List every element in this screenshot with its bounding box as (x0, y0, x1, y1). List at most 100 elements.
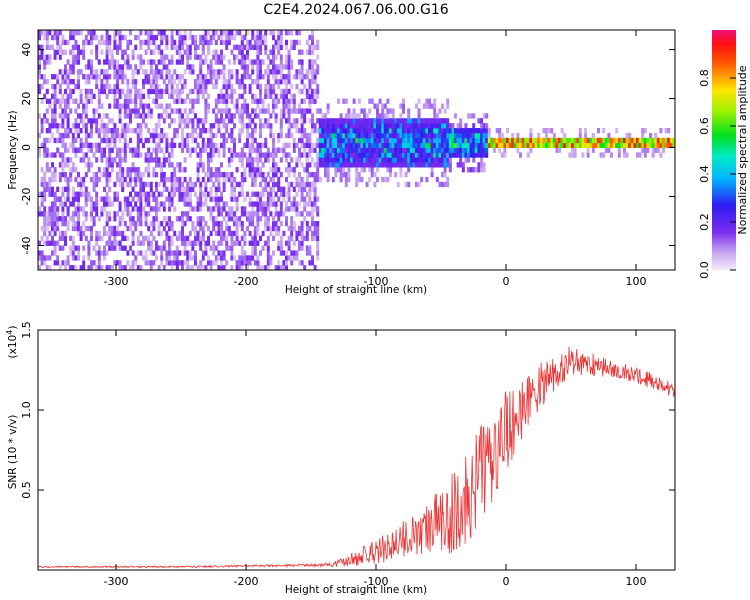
heatmap-cell (324, 132, 327, 139)
heatmap-cell (246, 142, 249, 148)
heatmap-cell (165, 44, 169, 50)
heatmap-cell (69, 79, 73, 85)
heatmap-cell (178, 88, 182, 95)
x-tick-label: -200 (234, 575, 259, 588)
heatmap-cell (342, 128, 346, 134)
heatmap-cell (378, 132, 382, 139)
heatmap-cell (251, 59, 255, 65)
heatmap-cell (607, 142, 611, 148)
heatmap-cell (243, 152, 247, 158)
heatmap-cell (209, 216, 213, 222)
heatmap-cell (402, 118, 405, 124)
heatmap-cell (311, 211, 314, 217)
heatmap-cell (290, 206, 294, 212)
heatmap-cell (233, 221, 236, 227)
heatmap-cell (256, 64, 260, 70)
heatmap-cell (64, 64, 67, 70)
heatmap-cell (638, 152, 642, 158)
heatmap-cell (105, 123, 109, 129)
heatmap-cell (669, 142, 673, 148)
heatmap-cell (386, 162, 390, 168)
heatmap-cell (282, 196, 286, 202)
heatmap-cell (191, 181, 195, 188)
heatmap-cell (191, 64, 195, 70)
heatmap-cell (355, 123, 359, 129)
heatmap-cell (220, 39, 223, 46)
heatmap-cell (311, 49, 314, 55)
heatmap-cell (222, 93, 226, 99)
heatmap-cell (225, 176, 229, 183)
snr-x-label: Height of straight line (km) (285, 584, 427, 596)
heatmap-cell (243, 176, 247, 183)
heatmap-cell (38, 64, 41, 70)
heatmap-cell (542, 137, 546, 144)
heatmap-cell (212, 221, 216, 227)
heatmap-cell (186, 250, 190, 256)
heatmap-cell (448, 162, 452, 168)
heatmap-cell (659, 128, 663, 134)
heatmap-cell (90, 216, 93, 222)
heatmap-cell (71, 245, 75, 251)
heatmap-cell (157, 230, 161, 237)
heatmap-cell (282, 186, 286, 192)
heatmap-cell (326, 108, 330, 114)
heatmap-cell (402, 103, 405, 109)
heatmap-cell (313, 201, 317, 207)
heatmap-cell (188, 196, 192, 202)
heatmap-cell (220, 235, 223, 241)
heatmap-cell (428, 98, 431, 104)
heatmap-cell (313, 93, 317, 99)
heatmap-cell (368, 137, 372, 144)
heatmap-cell (173, 69, 177, 75)
heatmap-cell (173, 39, 177, 46)
heatmap-cell (149, 245, 153, 251)
heatmap-cell (279, 240, 283, 246)
heatmap-cell (173, 98, 177, 104)
heatmap-cell (279, 108, 283, 114)
heatmap-cell (534, 137, 538, 144)
heatmap-cell (274, 172, 278, 178)
heatmap-cell (51, 176, 54, 183)
heatmap-cell (38, 250, 41, 256)
heatmap-cell (155, 211, 158, 217)
heatmap-cell (209, 132, 213, 139)
heatmap-cell (64, 69, 67, 75)
heatmap-cell (287, 245, 291, 251)
heatmap-cell (222, 137, 226, 144)
heatmap-cell (188, 69, 192, 75)
heatmap-cell (298, 201, 301, 207)
heatmap-cell (97, 142, 101, 148)
heatmap-cell (214, 103, 218, 109)
heatmap-cell (147, 152, 151, 158)
heatmap-cell (155, 255, 158, 261)
heatmap-cell (584, 142, 587, 148)
heatmap-cell (56, 216, 60, 222)
heatmap-cell (194, 235, 197, 241)
heatmap-cell (136, 250, 140, 256)
heatmap-cell (347, 142, 351, 148)
heatmap-cell (160, 49, 164, 55)
heatmap-cell (116, 191, 119, 197)
heatmap-cell (300, 137, 304, 144)
heatmap-cell (339, 142, 343, 148)
heatmap-cell (45, 30, 49, 36)
heatmap-cell (186, 186, 190, 192)
heatmap-cell (643, 142, 647, 148)
heatmap-cell (40, 98, 44, 104)
heatmap-cell (545, 132, 548, 139)
heatmap-cell (165, 186, 169, 192)
heatmap-cell (66, 147, 70, 153)
heatmap-cell (433, 162, 437, 168)
heatmap-cell (147, 245, 151, 251)
heatmap-cell (459, 142, 463, 148)
heatmap-cell (175, 93, 179, 99)
heatmap-cell (474, 132, 478, 139)
heatmap-cell (506, 137, 509, 144)
heatmap-cell (90, 128, 93, 134)
heatmap-cell (165, 74, 169, 80)
heatmap-cell (368, 98, 372, 104)
heatmap-cell (64, 74, 67, 80)
heatmap-cell (131, 147, 135, 153)
heatmap-cell (71, 59, 75, 65)
heatmap-cell (129, 113, 132, 119)
